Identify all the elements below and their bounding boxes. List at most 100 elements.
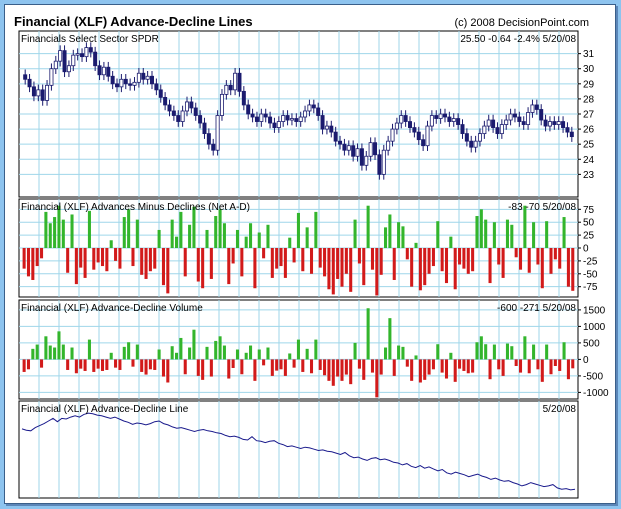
decline-bar	[327, 248, 331, 290]
price-candle	[381, 149, 386, 175]
price-candle	[486, 119, 491, 127]
advance-bar	[188, 224, 192, 248]
decline-bar	[549, 248, 553, 274]
decline-bar	[79, 248, 83, 268]
price-candle	[27, 78, 32, 88]
decline-bar	[453, 359, 457, 382]
decline-bar	[201, 248, 205, 289]
advance-bar	[353, 342, 357, 360]
advance-bar	[492, 344, 496, 360]
advance-bar	[562, 342, 566, 360]
decline-bar	[444, 359, 449, 379]
price-candle	[202, 122, 207, 135]
price-candle	[421, 139, 426, 147]
advance-bar	[384, 347, 388, 360]
price-candle	[276, 121, 281, 128]
decline-bar	[275, 248, 279, 269]
decline-bar	[83, 359, 87, 371]
price-candle	[154, 83, 159, 91]
price-candle	[193, 107, 198, 116]
panel-2-title: Financial (XLF) Advances Minus Declines …	[21, 202, 250, 213]
price-candle	[320, 115, 325, 130]
panel-4-readout: 5/20/08	[543, 404, 577, 415]
advance-bar	[70, 347, 74, 360]
decline-bar	[514, 248, 518, 258]
price-candle	[491, 119, 496, 128]
advance-bar	[157, 229, 161, 248]
price-candle	[158, 89, 163, 98]
advance-bar	[288, 353, 292, 360]
price-candle	[241, 90, 246, 106]
advance-bar	[475, 216, 479, 248]
panel-1-tick-label: 25	[583, 140, 595, 151]
advance-bar	[109, 240, 113, 248]
price-candle	[219, 93, 224, 116]
price-candle	[477, 133, 482, 142]
panel-2-tick-label: 25	[583, 231, 595, 242]
decline-bar	[161, 359, 165, 377]
price-candle	[399, 115, 404, 124]
decline-bar	[488, 248, 492, 284]
price-candle	[425, 125, 430, 147]
copyright-text: (c) 2008 DecisionPoint.com	[454, 17, 589, 29]
decline-bar	[283, 248, 287, 278]
decline-bar	[405, 359, 409, 367]
decline-bar	[558, 248, 562, 269]
price-candle	[66, 65, 71, 73]
price-candle	[451, 118, 456, 122]
advance-bar	[523, 205, 527, 248]
advance-bar	[87, 339, 91, 360]
price-candle	[565, 127, 570, 133]
panel-1-tick-label: 30	[583, 64, 595, 75]
advance-bar	[545, 344, 549, 360]
decline-bar	[40, 248, 44, 259]
advance-bar	[222, 223, 226, 248]
decline-bar	[466, 248, 470, 274]
price-candle	[324, 125, 329, 130]
price-candle	[460, 124, 465, 135]
decline-bar	[518, 248, 523, 270]
price-candle	[58, 50, 63, 62]
decline-bar	[292, 248, 296, 263]
advance-bar	[305, 227, 309, 248]
price-candle	[167, 104, 172, 112]
price-candle	[40, 89, 45, 101]
decline-bar	[514, 359, 518, 366]
panel-3-title: Financial (XLF) Advance-Decline Volume	[21, 303, 203, 314]
decline-bar	[114, 359, 118, 368]
decline-bar	[418, 248, 422, 291]
panel-3-tick-label: -500	[583, 371, 603, 382]
price-candle	[250, 113, 255, 118]
decline-bar	[144, 359, 148, 375]
decline-bar	[536, 248, 540, 265]
panel-3-tick-label: 1500	[583, 305, 606, 316]
decline-bar	[240, 359, 244, 375]
advance-bar	[249, 223, 253, 248]
decline-bar	[209, 359, 213, 377]
panel-3-tick-label: 0	[583, 355, 589, 366]
decline-bar	[440, 359, 444, 373]
decline-bar	[344, 359, 348, 375]
advance-bar	[218, 209, 222, 248]
advance-bar	[31, 348, 35, 360]
price-candle	[228, 84, 233, 91]
price-candle	[294, 118, 299, 122]
panel-1-readout: 25.50 -0.64 -2.4% 5/20/08	[460, 34, 576, 45]
price-candle	[75, 53, 80, 56]
price-candle	[93, 51, 98, 67]
decline-bar	[349, 248, 353, 292]
advance-bar	[235, 349, 240, 360]
decline-bar	[270, 359, 274, 376]
price-candle	[333, 131, 338, 142]
decline-bar	[431, 359, 435, 370]
decline-bar	[431, 248, 435, 267]
decline-bar	[318, 248, 322, 268]
decline-bar	[253, 359, 257, 381]
advance-bar	[305, 348, 309, 360]
decline-bar	[331, 359, 335, 386]
price-candle	[268, 116, 273, 124]
price-candle	[368, 142, 373, 157]
panel-1-title: Financials Select Sector SPDR	[21, 34, 159, 45]
price-candle	[412, 127, 417, 133]
panel-3-tick-label: 500	[583, 338, 600, 349]
